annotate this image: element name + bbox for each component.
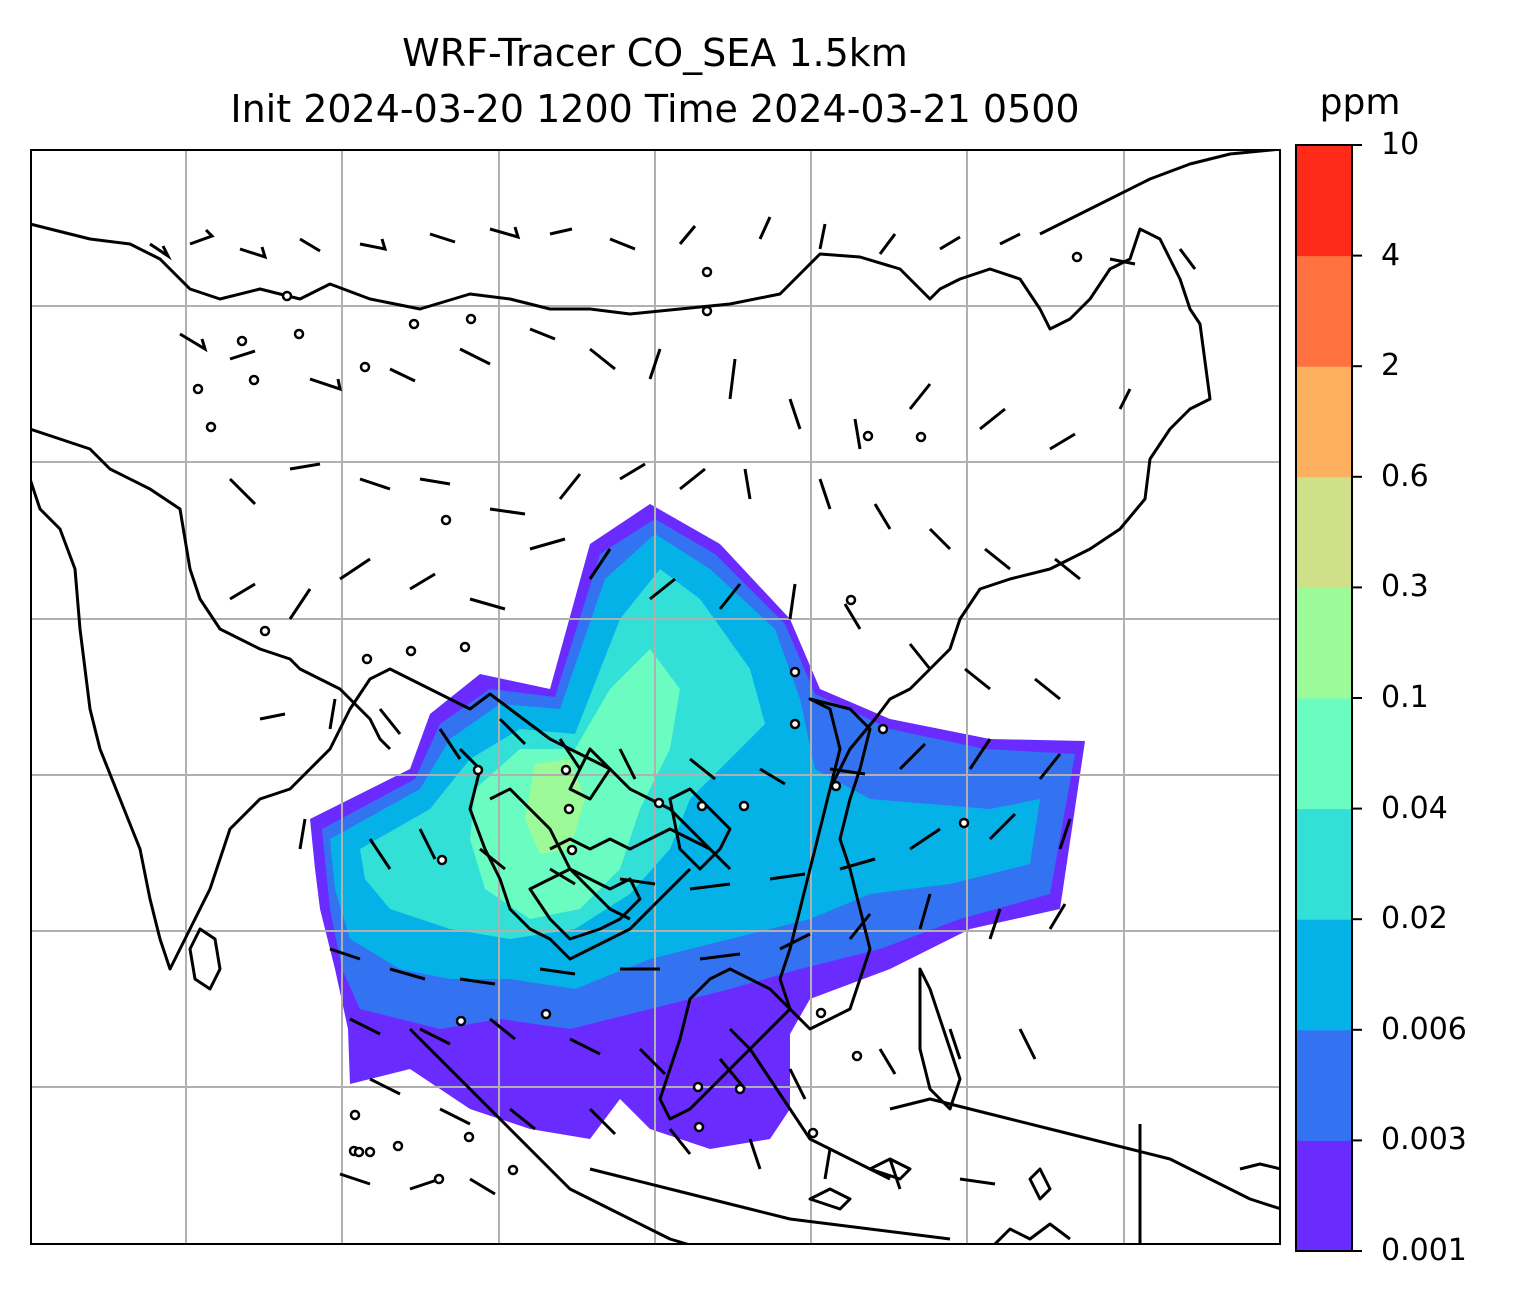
colorbar-segment <box>1296 587 1352 699</box>
plume-level-01 <box>525 759 585 854</box>
colorbar-tick-label: 0.3 <box>1381 569 1429 605</box>
colorbar-tick-label: 0.001 <box>1381 1233 1467 1268</box>
map-frame <box>30 149 1281 1245</box>
colorbar-tick-label: 0.6 <box>1381 458 1429 494</box>
colorbar-tick-label: 10 <box>1381 127 1420 162</box>
chart-title-line2: Init 2024-03-20 1200 Time 2024-03-21 050… <box>230 87 1080 131</box>
colorbar-tick-label: 0.04 <box>1381 790 1448 826</box>
colorbar-tick-label: 0.1 <box>1381 680 1429 715</box>
colorbar-tick-label: 0.02 <box>1381 901 1448 937</box>
colorbar-segment <box>1296 1029 1352 1141</box>
colorbar-segment <box>1296 698 1352 810</box>
colorbar <box>1295 144 1362 1252</box>
colorbar-unit: ppm <box>1319 82 1401 123</box>
colorbar-tick-label: 0.006 <box>1381 1011 1467 1047</box>
colorbar-segment <box>1296 476 1352 588</box>
map-panel <box>30 149 1281 1245</box>
colorbar-tick-label: 2 <box>1381 348 1401 384</box>
colorbar-segment <box>1296 808 1352 920</box>
colorbar-segment <box>1296 366 1352 478</box>
chart-title-line1: WRF-Tracer CO_SEA 1.5km <box>402 31 908 75</box>
coastlines <box>30 149 1281 1245</box>
calm-circles <box>192 251 1083 1185</box>
colorbar-segment <box>1296 255 1352 367</box>
gridlines <box>30 149 1281 1245</box>
colorbar-segment <box>1296 1140 1352 1252</box>
colorbar-segment <box>1296 145 1352 257</box>
wind-barbs <box>149 216 1197 1196</box>
co-tracer-plume <box>310 504 1085 1149</box>
colorbar-tick-label: 0.003 <box>1381 1122 1467 1158</box>
colorbar-tick-label: 4 <box>1381 237 1401 273</box>
colorbar-segment <box>1296 919 1352 1031</box>
